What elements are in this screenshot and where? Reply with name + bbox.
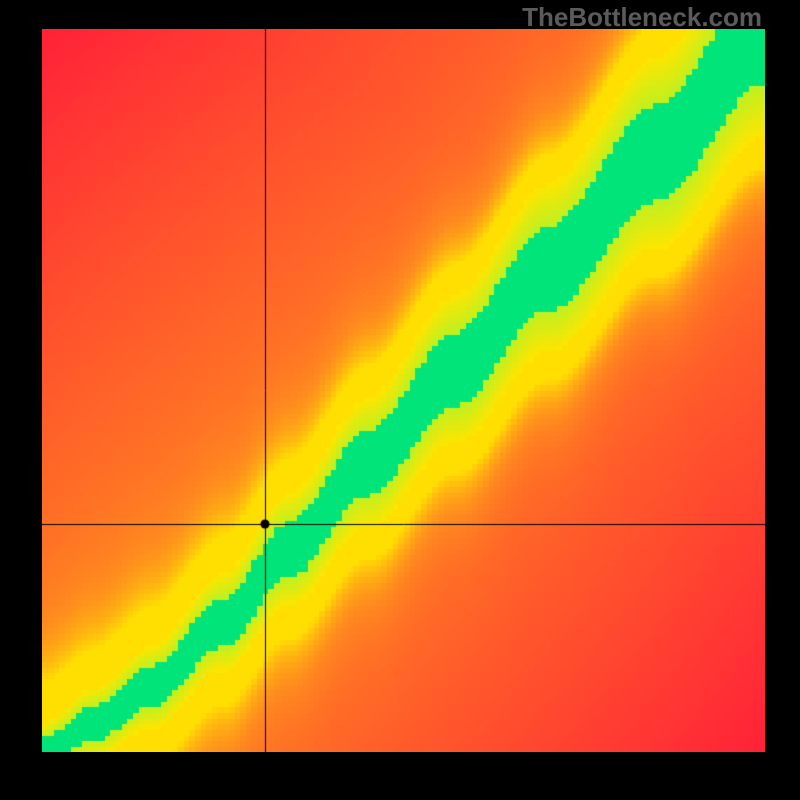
watermark-text: TheBottleneck.com [522, 2, 762, 33]
heatmap-plot [42, 29, 765, 752]
chart-container: TheBottleneck.com [0, 0, 800, 800]
